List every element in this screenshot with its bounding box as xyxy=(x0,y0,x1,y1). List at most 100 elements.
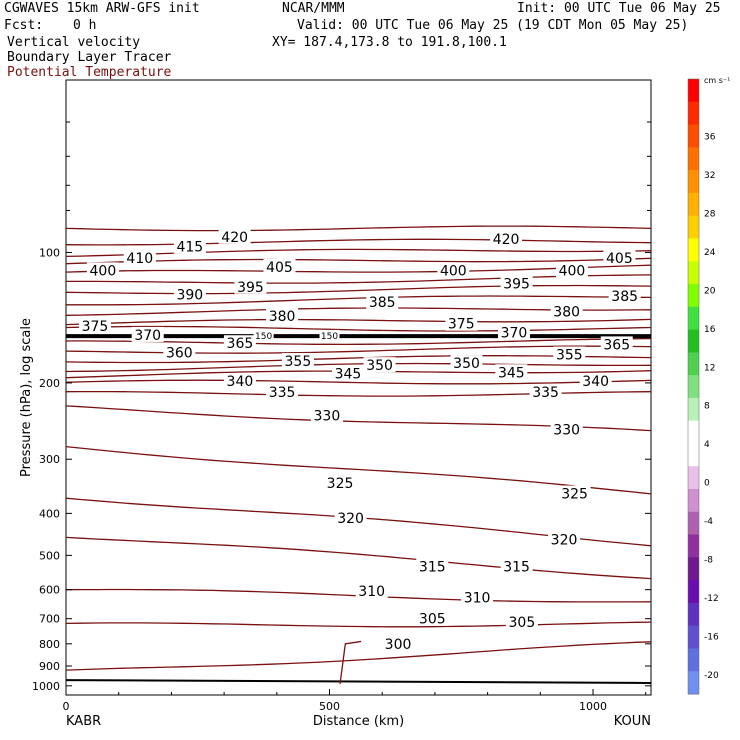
theta-label: 395 xyxy=(237,280,264,296)
header-init: Init: 00 UTC Tue 06 May 25 xyxy=(517,1,721,16)
colorbar-label: -16 xyxy=(704,632,719,642)
colorbar-label: -8 xyxy=(704,555,713,565)
theta-contour-410 xyxy=(65,248,652,258)
theta-label: 355 xyxy=(285,354,312,370)
colorbar-cell xyxy=(688,238,699,262)
colorbar-cell xyxy=(688,352,699,376)
small-label-bg xyxy=(253,329,274,340)
small-contour-label: 150 xyxy=(321,332,338,342)
theta-label: 320 xyxy=(551,533,578,549)
theta-contour-340 xyxy=(65,379,652,385)
theta-label-bg xyxy=(505,613,538,629)
colorbar-label: 0 xyxy=(704,479,710,489)
y-tick-label: 400 xyxy=(39,507,60,520)
theta-label-bg xyxy=(123,250,156,266)
colorbar-cell xyxy=(688,420,699,444)
colorbar-cell xyxy=(688,375,699,399)
colorbar-cell xyxy=(688,557,699,581)
theta-label: 390 xyxy=(176,287,203,303)
colorbar-cell xyxy=(688,215,699,239)
colorbar-cell xyxy=(688,261,699,285)
theta-label: 305 xyxy=(419,612,446,628)
theta-label-bg xyxy=(266,307,299,323)
colorbar-cell xyxy=(688,306,699,331)
colorbar-cell xyxy=(688,192,699,217)
theta-label-bg xyxy=(600,336,633,352)
colorbar-cell xyxy=(688,489,699,513)
theta-label-bg xyxy=(310,407,343,423)
theta-contour-305 xyxy=(65,621,652,628)
theta-contour-375 xyxy=(65,318,652,326)
theta-label: 355 xyxy=(556,348,583,364)
theta-label: 350 xyxy=(453,356,480,372)
theta-label: 375 xyxy=(448,317,475,333)
theta-label-bg xyxy=(86,262,119,278)
header-fcst-value: 0 h xyxy=(73,18,97,33)
header-fcst-label: Fcst: xyxy=(4,18,44,33)
theta-label: 345 xyxy=(335,366,362,382)
colorbar-label: 8 xyxy=(704,402,710,412)
theta-label-bg xyxy=(558,485,591,501)
theta-label: 400 xyxy=(559,263,586,279)
theta-label-bg xyxy=(450,355,483,371)
theta-label: 325 xyxy=(561,487,588,503)
y-tick-label: 600 xyxy=(39,584,60,597)
theta-label: 340 xyxy=(227,374,254,390)
theta-label-bg xyxy=(366,293,399,309)
theta-label-bg xyxy=(355,583,388,599)
theta-label-bg xyxy=(500,275,533,291)
y-tick-label: 800 xyxy=(39,638,60,651)
colorbar-label: 28 xyxy=(704,210,716,220)
y-tick-label: 200 xyxy=(39,377,60,390)
theta-label-bg xyxy=(579,373,612,389)
theta-label-bg xyxy=(324,474,357,490)
header-field-potential-temperature: Potential Temperature xyxy=(7,65,172,80)
colorbar-label: 4 xyxy=(704,440,710,450)
colorbar-frame xyxy=(687,78,700,695)
surface-line xyxy=(65,679,652,684)
theta-label: 385 xyxy=(369,295,396,311)
theta-label: 325 xyxy=(327,476,354,492)
theta-label: 385 xyxy=(611,289,638,305)
colorbar-label: 12 xyxy=(704,363,715,373)
theta-label: 315 xyxy=(419,559,446,575)
y-tick-label: 500 xyxy=(39,549,60,562)
colorbar-cell xyxy=(688,79,699,103)
colorbar-label: -4 xyxy=(704,517,713,527)
theta-label: 350 xyxy=(366,358,393,374)
theta-label: 380 xyxy=(269,309,296,325)
right-station-label: KOUN xyxy=(614,714,651,729)
colorbar-cell xyxy=(688,101,699,126)
theta-label: 330 xyxy=(314,409,341,425)
theta-label-bg xyxy=(553,346,586,362)
colorbar-cell xyxy=(688,170,699,194)
theta-label: 300 xyxy=(385,637,412,653)
theta-label: 365 xyxy=(603,337,630,353)
small-contour-label: 150 xyxy=(255,332,272,342)
theta-label-bg xyxy=(548,531,581,547)
colorbar-cell xyxy=(688,124,699,148)
theta-label: 405 xyxy=(266,260,293,276)
colorbar-cell xyxy=(688,625,699,649)
theta-label: 395 xyxy=(503,277,530,293)
theta-label-bg xyxy=(382,635,415,651)
theta-label-bg xyxy=(416,558,449,574)
theta-label-bg xyxy=(495,364,528,380)
theta-label-bg xyxy=(437,262,470,278)
theta-label-bg xyxy=(550,421,583,437)
colorbar-label: 20 xyxy=(704,286,716,296)
colorbar-cell xyxy=(688,397,699,422)
theta-label-bg xyxy=(234,278,267,294)
colorbar-label: 32 xyxy=(704,171,715,181)
theta-label-bg xyxy=(218,228,251,244)
colorbar-unit: cm s⁻¹ xyxy=(704,76,730,85)
theta-contours xyxy=(65,225,652,671)
theta-contour-420 xyxy=(65,225,652,232)
theta-contour-325 xyxy=(65,445,652,495)
header-model: CGWAVES 15km ARW-GFS init xyxy=(4,1,200,16)
header-xy: XY= 187.4,173.8 to 191.8,100.1 xyxy=(272,35,507,50)
theta-label: 410 xyxy=(126,251,153,267)
theta-contour-405 xyxy=(65,257,652,265)
colorbar-cell xyxy=(688,284,699,308)
